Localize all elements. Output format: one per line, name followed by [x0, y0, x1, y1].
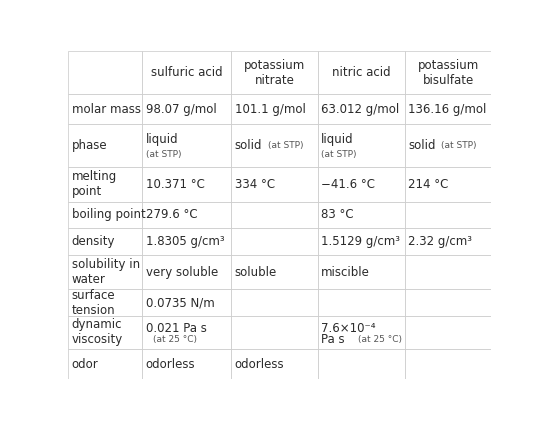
Text: 63.012 g/mol: 63.012 g/mol [321, 103, 400, 115]
Bar [318, 201, 405, 228]
Bar [318, 228, 405, 255]
Text: sulfuric acid: sulfuric acid [151, 66, 223, 79]
Text: (at STP): (at STP) [441, 141, 477, 150]
Text: nitric acid: nitric acid [332, 66, 390, 79]
Bar [68, 316, 143, 349]
Bar [405, 255, 491, 290]
Bar [405, 124, 491, 167]
Bar [231, 201, 318, 228]
Text: solid: solid [235, 139, 262, 152]
Text: soluble: soluble [235, 266, 277, 279]
Bar [68, 228, 143, 255]
Text: 98.07 g/mol: 98.07 g/mol [146, 103, 216, 115]
Text: 2.32 g/cm³: 2.32 g/cm³ [408, 235, 472, 248]
Bar [318, 255, 405, 290]
Text: 10.371 °C: 10.371 °C [146, 178, 205, 191]
Bar [68, 167, 143, 201]
Bar [68, 255, 143, 290]
Bar [68, 290, 143, 316]
Bar [318, 51, 405, 94]
Bar [405, 290, 491, 316]
Bar [405, 51, 491, 94]
Text: 1.8305 g/cm³: 1.8305 g/cm³ [146, 235, 224, 248]
Bar [143, 316, 231, 349]
Bar [143, 228, 231, 255]
Bar [405, 349, 491, 379]
Bar [231, 228, 318, 255]
Bar [231, 51, 318, 94]
Text: odorless: odorless [146, 357, 195, 371]
Text: phase: phase [72, 139, 107, 152]
Text: solid: solid [408, 139, 436, 152]
Text: density: density [72, 235, 115, 248]
Text: very soluble: very soluble [146, 266, 218, 279]
Text: potassium
nitrate: potassium nitrate [244, 59, 305, 86]
Text: −41.6 °C: −41.6 °C [321, 178, 375, 191]
Bar [405, 228, 491, 255]
Bar [318, 349, 405, 379]
Text: 83 °C: 83 °C [321, 208, 354, 222]
Text: 136.16 g/mol: 136.16 g/mol [408, 103, 486, 115]
Bar [143, 290, 231, 316]
Text: dynamic
viscosity: dynamic viscosity [72, 319, 123, 346]
Text: 7.6×10⁻⁴: 7.6×10⁻⁴ [321, 322, 376, 335]
Bar [68, 94, 143, 124]
Text: 0.021 Pa s: 0.021 Pa s [146, 322, 206, 335]
Bar [231, 316, 318, 349]
Bar [143, 201, 231, 228]
Text: boiling point: boiling point [72, 208, 145, 222]
Bar [231, 349, 318, 379]
Bar [405, 94, 491, 124]
Text: melting
point: melting point [72, 170, 117, 199]
Bar [143, 94, 231, 124]
Text: (at 25 °C): (at 25 °C) [153, 334, 197, 343]
Bar [68, 124, 143, 167]
Text: 101.1 g/mol: 101.1 g/mol [235, 103, 305, 115]
Text: potassium
bisulfate: potassium bisulfate [417, 59, 479, 86]
Bar [405, 167, 491, 201]
Text: 214 °C: 214 °C [408, 178, 448, 191]
Text: 279.6 °C: 279.6 °C [146, 208, 197, 222]
Bar [231, 94, 318, 124]
Text: 0.0735 N/m: 0.0735 N/m [146, 296, 215, 309]
Bar [143, 349, 231, 379]
Text: odorless: odorless [235, 357, 284, 371]
Bar [405, 201, 491, 228]
Bar [68, 51, 143, 94]
Text: 1.5129 g/cm³: 1.5129 g/cm³ [321, 235, 400, 248]
Bar [68, 349, 143, 379]
Text: 334 °C: 334 °C [235, 178, 275, 191]
Text: odor: odor [72, 357, 98, 371]
Text: (at STP): (at STP) [146, 150, 181, 158]
Bar [143, 124, 231, 167]
Text: (at STP): (at STP) [321, 150, 357, 158]
Text: molar mass: molar mass [72, 103, 141, 115]
Bar [318, 316, 405, 349]
Bar [231, 255, 318, 290]
Text: liquid: liquid [321, 133, 354, 147]
Bar [231, 124, 318, 167]
Bar [68, 201, 143, 228]
Bar [143, 167, 231, 201]
Text: solubility in
water: solubility in water [72, 258, 140, 286]
Text: (at 25 °C): (at 25 °C) [358, 334, 402, 343]
Bar [318, 167, 405, 201]
Text: (at STP): (at STP) [268, 141, 303, 150]
Bar [318, 94, 405, 124]
Bar [318, 124, 405, 167]
Bar [318, 290, 405, 316]
Bar [231, 290, 318, 316]
Bar [405, 316, 491, 349]
Bar [231, 167, 318, 201]
Text: miscible: miscible [321, 266, 370, 279]
Bar [143, 51, 231, 94]
Text: Pa s: Pa s [321, 333, 345, 345]
Bar [143, 255, 231, 290]
Text: liquid: liquid [146, 133, 179, 147]
Text: surface
tension: surface tension [72, 289, 115, 317]
